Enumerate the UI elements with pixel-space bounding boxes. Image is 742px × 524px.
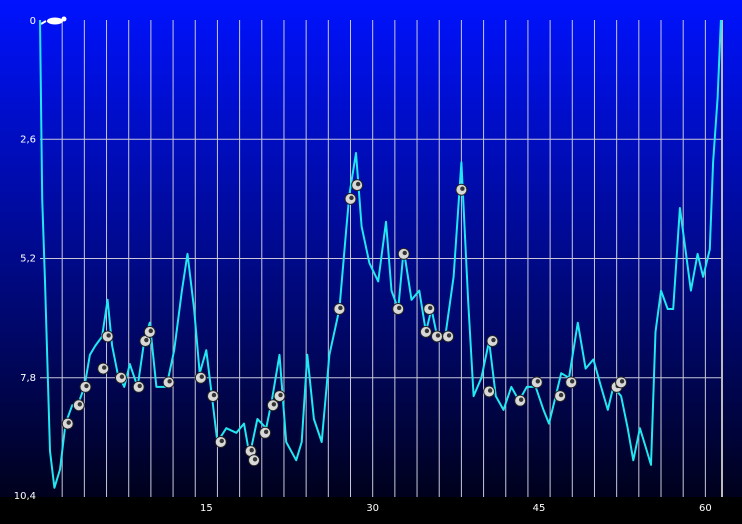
marker-core <box>487 388 493 393</box>
marker-core <box>424 328 430 334</box>
marker-core <box>349 195 354 201</box>
event-marker <box>97 362 110 375</box>
x-tick-label: 45 <box>533 503 546 514</box>
event-marker <box>423 302 436 315</box>
event-marker <box>615 376 628 389</box>
grid <box>40 20 722 497</box>
marker-core <box>263 429 269 434</box>
marker-core <box>355 181 361 187</box>
event-marker <box>162 376 175 389</box>
marker-core <box>271 402 277 407</box>
marker-core <box>148 328 153 334</box>
event-marker <box>214 435 227 448</box>
diver-icon <box>40 16 67 25</box>
marker-core <box>66 420 71 425</box>
y-tick-label: 0 <box>30 16 36 27</box>
marker-core <box>84 383 89 389</box>
marker-core <box>428 305 433 311</box>
x-axis-strip <box>0 497 742 524</box>
event-marker <box>431 330 444 343</box>
y-tick-label: 7,8 <box>20 373 36 384</box>
depth-line <box>39 19 722 489</box>
marker-core <box>249 447 254 453</box>
marker-core <box>119 374 125 379</box>
event-marker <box>442 330 455 343</box>
marker-core <box>396 305 402 311</box>
event-marker <box>392 302 405 315</box>
event-marker <box>530 376 543 389</box>
marker-core <box>569 379 575 384</box>
marker-core <box>102 365 107 370</box>
marker-core <box>106 333 111 338</box>
marker-core <box>402 250 407 256</box>
event-marker <box>206 390 219 403</box>
event-marker <box>565 376 578 389</box>
event-marker <box>194 371 207 384</box>
marker-core <box>167 379 172 384</box>
marker-core <box>211 392 217 398</box>
y-tick-label: 5,2 <box>20 254 36 265</box>
marker-core <box>219 438 224 444</box>
marker-core <box>535 379 541 384</box>
x-tick-label: 15 <box>200 503 213 514</box>
event-marker <box>554 390 567 403</box>
marker-core <box>278 392 283 398</box>
event-marker <box>483 385 496 398</box>
event-marker <box>79 380 92 393</box>
marker-core <box>518 397 524 402</box>
event-marker <box>72 399 85 412</box>
event-marker <box>455 183 468 196</box>
event-marker <box>101 330 114 343</box>
marker-core <box>619 379 625 384</box>
event-marker <box>344 192 357 205</box>
event-marker <box>397 247 410 260</box>
event-marker <box>114 371 127 384</box>
x-tick-label: 60 <box>699 503 712 514</box>
marker-core <box>435 333 441 338</box>
marker-core <box>137 383 142 389</box>
event-marker <box>248 454 261 467</box>
marker-core <box>491 337 496 343</box>
event-marker <box>351 179 364 192</box>
event-marker <box>259 426 272 439</box>
event-marker <box>132 380 145 393</box>
marker-core <box>460 186 465 191</box>
event-marker <box>514 394 527 407</box>
y-tick-label: 10,4 <box>14 491 36 502</box>
marker-core <box>252 457 258 462</box>
event-marker <box>486 335 499 348</box>
marker-core <box>199 374 204 379</box>
x-tick-label: 30 <box>366 503 379 514</box>
event-marker <box>266 399 279 412</box>
event-marker <box>419 325 432 338</box>
event-marker <box>61 417 74 430</box>
marker-core <box>77 402 83 407</box>
marker-core <box>446 333 452 338</box>
event-marker <box>273 390 286 403</box>
marker-core <box>338 305 343 311</box>
y-tick-label: 2,6 <box>20 134 36 145</box>
marker-core <box>144 337 149 343</box>
event-marker <box>143 325 156 338</box>
event-marker <box>333 302 346 315</box>
marker-core <box>558 392 564 398</box>
